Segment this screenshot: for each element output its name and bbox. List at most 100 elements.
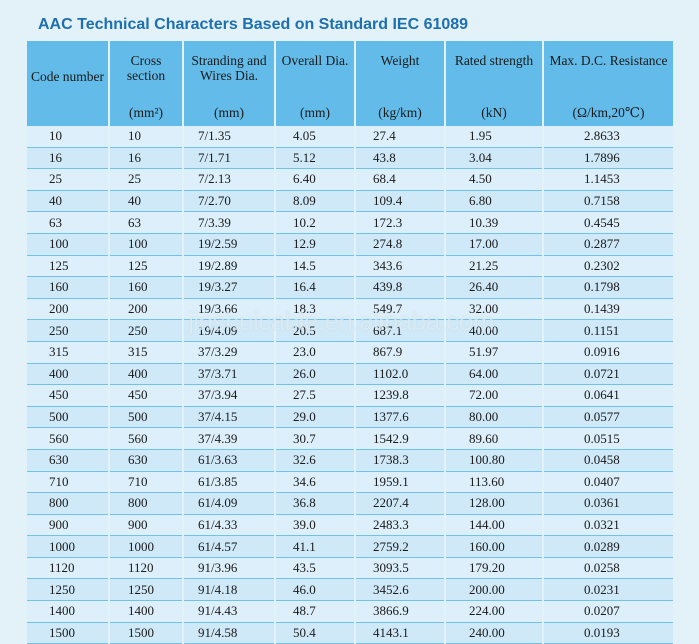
cell-stranding: 37/3.71 [183, 363, 276, 386]
table-row: 63 63 7/3.39 10.2 172.3 10.39 0.4545 [27, 211, 673, 234]
cell-weight: 3093.5 [355, 557, 446, 580]
cell-cross-section: 315 [109, 341, 184, 364]
table-row: 710 710 61/3.85 34.6 1959.1 113.60 0.0407 [27, 471, 673, 494]
cell-max-dc-resistance: 0.0916 [543, 341, 673, 364]
table-row: 25 25 7/2.13 6.40 68.4 4.50 1.1453 [27, 168, 673, 191]
cell-overall-dia: 43.5 [275, 557, 356, 580]
cell-max-dc-resistance: 0.2877 [543, 233, 673, 256]
cell-cross-section: 160 [109, 276, 184, 299]
cell-cross-section: 1120 [109, 557, 184, 580]
cell-code-number: 250 [27, 319, 110, 342]
cell-overall-dia: 4.05 [275, 126, 356, 148]
cell-cross-section: 1000 [109, 535, 184, 558]
cell-rated-strength: 21.25 [445, 255, 544, 278]
cell-cross-section: 1400 [109, 600, 184, 623]
table-row: 125 125 19/2.89 14.5 343.6 21.25 0.2302 [27, 255, 673, 278]
cell-rated-strength: 100.80 [445, 449, 544, 472]
cell-rated-strength: 128.00 [445, 492, 544, 515]
cell-overall-dia: 36.8 [275, 492, 356, 515]
header-weight: Weight (kg/km) [355, 41, 446, 126]
table-row: 1120 1120 91/3.96 43.5 3093.5 179.20 0.0258 [27, 557, 673, 580]
cell-code-number: 125 [27, 255, 110, 278]
cell-rated-strength: 224.00 [445, 600, 544, 623]
cell-stranding: 7/3.39 [183, 211, 276, 234]
cell-overall-dia: 23.0 [275, 341, 356, 364]
header-label: Rated strength [454, 53, 534, 68]
cell-overall-dia: 41.1 [275, 535, 356, 558]
header-label: Overall Dia. [281, 53, 349, 68]
cell-overall-dia: 8.09 [275, 190, 356, 213]
header-label: Weight [380, 53, 420, 68]
cell-weight: 3866.9 [355, 600, 446, 623]
cell-rated-strength: 4.50 [445, 168, 544, 191]
cell-stranding: 61/3.63 [183, 449, 276, 472]
cell-stranding: 19/3.66 [183, 298, 276, 321]
cell-weight: 109.4 [355, 190, 446, 213]
cell-cross-section: 250 [109, 319, 184, 342]
cell-max-dc-resistance: 0.0361 [543, 492, 673, 515]
header-cross-section: Cross section (mm²) [109, 41, 184, 126]
header-max-dc-resistance: Max. D.C. Resistance (Ω/km,20℃) [543, 41, 673, 126]
cell-cross-section: 400 [109, 363, 184, 386]
cell-cross-section: 900 [109, 514, 184, 537]
cell-max-dc-resistance: 0.0258 [543, 557, 673, 580]
cell-weight: 1542.9 [355, 427, 446, 450]
cell-overall-dia: 12.9 [275, 233, 356, 256]
table-row: 450 450 37/3.94 27.5 1239.8 72.00 0.0641 [27, 384, 673, 407]
cell-rated-strength: 40.00 [445, 319, 544, 342]
cell-code-number: 710 [27, 471, 110, 494]
cell-rated-strength: 17.00 [445, 233, 544, 256]
cell-overall-dia: 30.7 [275, 427, 356, 450]
cell-weight: 68.4 [355, 168, 446, 191]
cell-max-dc-resistance: 0.1439 [543, 298, 673, 321]
cell-code-number: 500 [27, 406, 110, 429]
cell-rated-strength: 6.80 [445, 190, 544, 213]
cell-code-number: 16 [27, 147, 110, 170]
cell-overall-dia: 14.5 [275, 255, 356, 278]
cell-stranding: 61/4.33 [183, 514, 276, 537]
cell-code-number: 400 [27, 363, 110, 386]
cell-weight: 1102.0 [355, 363, 446, 386]
cell-max-dc-resistance: 0.1151 [543, 319, 673, 342]
table-body: 10 10 7/1.35 4.05 27.4 1.95 2.8633 16 16 7/1.71 5.… [27, 126, 673, 644]
cell-overall-dia: 26.0 [275, 363, 356, 386]
cell-stranding: 7/2.70 [183, 190, 276, 213]
cell-overall-dia: 10.2 [275, 211, 356, 234]
table-row: 630 630 61/3.63 32.6 1738.3 100.80 0.0458 [27, 449, 673, 472]
cell-stranding: 37/4.39 [183, 427, 276, 450]
cell-stranding: 19/3.27 [183, 276, 276, 299]
cell-weight: 1959.1 [355, 471, 446, 494]
cell-max-dc-resistance: 0.4545 [543, 211, 673, 234]
cell-overall-dia: 46.0 [275, 578, 356, 602]
table-row: 40 40 7/2.70 8.09 109.4 6.80 0.7158 [27, 190, 673, 213]
cell-overall-dia: 20.5 [275, 319, 356, 342]
header-label: Max. D.C. Resistance [549, 53, 668, 68]
cell-weight: 2759.2 [355, 535, 446, 558]
table-row: 560 560 37/4.39 30.7 1542.9 89.60 0.0515 [27, 427, 673, 450]
cell-overall-dia: 39.0 [275, 514, 356, 537]
cell-cross-section: 1250 [109, 578, 184, 602]
header-row: Code number Cross section (mm²) Strandin… [27, 41, 673, 126]
cell-cross-section: 10 [109, 126, 184, 148]
cell-weight: 274.8 [355, 233, 446, 256]
cell-overall-dia: 6.40 [275, 168, 356, 191]
cell-weight: 3452.6 [355, 578, 446, 602]
cell-cross-section: 63 [109, 211, 184, 234]
header-label: Stranding and Wires Dia. [191, 53, 267, 83]
cell-rated-strength: 80.00 [445, 406, 544, 429]
cell-max-dc-resistance: 0.0321 [543, 514, 673, 537]
table-row: 1000 1000 61/4.57 41.1 2759.2 160.00 0.0289 [27, 535, 673, 558]
cell-cross-section: 125 [109, 255, 184, 278]
cell-weight: 27.4 [355, 126, 446, 148]
cell-code-number: 10 [27, 126, 110, 148]
cell-code-number: 63 [27, 211, 110, 234]
cell-weight: 1377.6 [355, 406, 446, 429]
table-row: 800 800 61/4.09 36.8 2207.4 128.00 0.0361 [27, 492, 673, 515]
cell-weight: 549.7 [355, 298, 446, 321]
cell-cross-section: 16 [109, 147, 184, 170]
header-unit: (kN) [481, 105, 507, 120]
cell-code-number: 560 [27, 427, 110, 450]
cell-stranding: 19/2.59 [183, 233, 276, 256]
cell-cross-section: 560 [109, 427, 184, 450]
header-stranding: Stranding and Wires Dia. (mm) [183, 41, 276, 126]
